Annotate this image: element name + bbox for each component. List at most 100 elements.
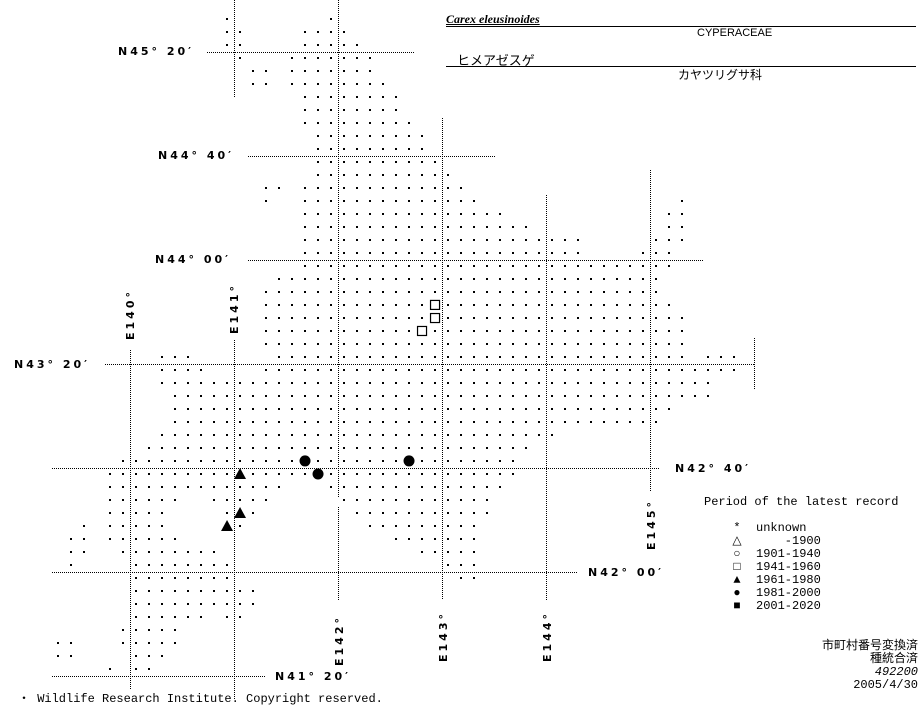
land-dot (239, 44, 241, 46)
land-dot (356, 447, 358, 449)
land-dot (317, 304, 319, 306)
land-dot (681, 343, 683, 345)
land-dot (200, 486, 202, 488)
land-dot (499, 226, 501, 228)
land-dot (486, 343, 488, 345)
land-dot (200, 564, 202, 566)
land-dot (239, 408, 241, 410)
land-dot (408, 356, 410, 358)
land-dot (681, 356, 683, 358)
land-dot (343, 330, 345, 332)
land-dot (642, 369, 644, 371)
land-dot (447, 239, 449, 241)
land-dot (317, 395, 319, 397)
land-dot (200, 616, 202, 618)
land-dot (252, 486, 254, 488)
land-dot (239, 382, 241, 384)
lat-label-44-00: N44° 00′ (155, 253, 232, 266)
open-circle-icon: ○ (733, 547, 741, 561)
copyright-notice: ・ Wildlife Research Institute. Copyright… (18, 692, 383, 706)
land-dot (395, 486, 397, 488)
land-dot (590, 369, 592, 371)
note-date: 2005/4/30 (853, 678, 918, 692)
land-dot (408, 226, 410, 228)
legend-item: * unknown (730, 521, 806, 535)
land-dot (603, 421, 605, 423)
land-dot (304, 447, 306, 449)
land-dot (434, 434, 436, 436)
land-dot (434, 213, 436, 215)
land-dot (499, 356, 501, 358)
land-dot (291, 317, 293, 319)
land-dot (551, 356, 553, 358)
land-dot (408, 408, 410, 410)
land-dot (343, 434, 345, 436)
land-dot (434, 499, 436, 501)
land-dot (252, 421, 254, 423)
land-dot (122, 512, 124, 514)
land-dot (408, 317, 410, 319)
land-dot (395, 239, 397, 241)
land-dot (135, 512, 137, 514)
land-dot (395, 213, 397, 215)
land-dot (421, 317, 423, 319)
land-dot (213, 395, 215, 397)
land-dot (291, 434, 293, 436)
land-dot (382, 486, 384, 488)
land-dot (447, 356, 449, 358)
land-dot (564, 291, 566, 293)
land-dot (330, 382, 332, 384)
land-dot (473, 304, 475, 306)
land-dot (148, 642, 150, 644)
land-dot (577, 278, 579, 280)
land-dot (356, 83, 358, 85)
land-dot (538, 239, 540, 241)
land-dot (369, 161, 371, 163)
land-dot (395, 187, 397, 189)
land-dot (512, 395, 514, 397)
land-dot (356, 96, 358, 98)
land-dot (252, 408, 254, 410)
land-dot (577, 356, 579, 358)
land-dot (265, 291, 267, 293)
land-dot (603, 408, 605, 410)
land-dot (148, 538, 150, 540)
land-dot (629, 265, 631, 267)
land-dot (564, 408, 566, 410)
land-dot (421, 499, 423, 501)
land-dot (629, 369, 631, 371)
land-dot (161, 616, 163, 618)
land-dot (304, 44, 306, 46)
land-dot (369, 356, 371, 358)
land-dot (356, 187, 358, 189)
land-dot (486, 265, 488, 267)
land-dot (590, 343, 592, 345)
land-dot (499, 408, 501, 410)
land-dot (161, 642, 163, 644)
land-dot (395, 330, 397, 332)
land-dot (187, 382, 189, 384)
land-dot (473, 278, 475, 280)
land-dot (421, 486, 423, 488)
land-dot (460, 525, 462, 527)
land-dot (265, 460, 267, 462)
land-dot (161, 525, 163, 527)
lon-label-142: E142° (333, 615, 346, 666)
land-dot (382, 122, 384, 124)
land-dot (239, 486, 241, 488)
land-dot (226, 395, 228, 397)
land-dot (317, 109, 319, 111)
land-dot (252, 70, 254, 72)
land-dot (395, 447, 397, 449)
land-dot (395, 499, 397, 501)
land-dot (83, 551, 85, 553)
land-dot (434, 343, 436, 345)
asterisk-icon: * (733, 521, 741, 535)
land-dot (499, 291, 501, 293)
land-dot (330, 83, 332, 85)
land-dot (174, 629, 176, 631)
land-dot (434, 408, 436, 410)
land-dot (161, 590, 163, 592)
note-municipality-converted: 市町村番号変換済 (821, 639, 918, 653)
land-dot (577, 421, 579, 423)
